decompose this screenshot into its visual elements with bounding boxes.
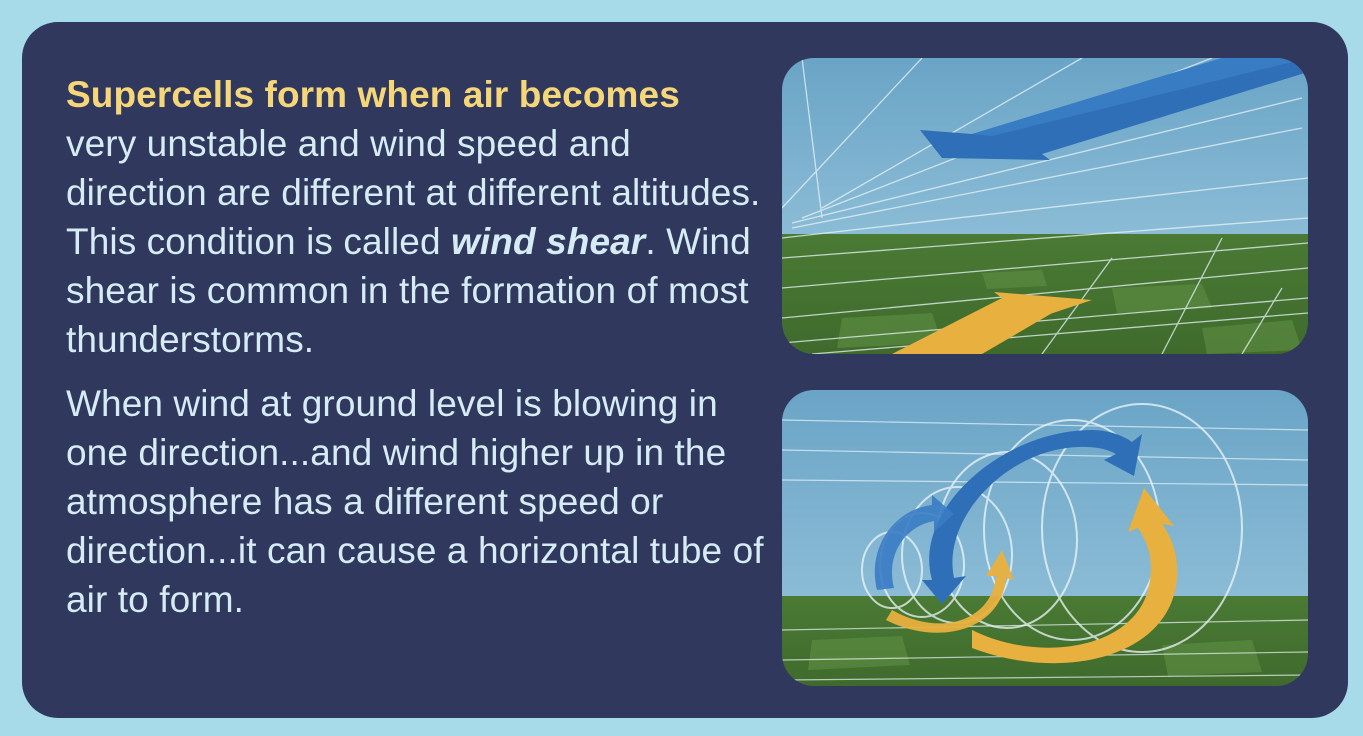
- field-patches: [808, 636, 1262, 676]
- paragraph-wind-shear: Supercells form when air becomes very uns…: [66, 70, 766, 364]
- upper-wind-arrow-icon: [920, 58, 1308, 160]
- field-patches: [837, 270, 1302, 354]
- wind-shear-scene: [782, 58, 1308, 354]
- paragraph-2-text: When wind at ground level is blowing in …: [66, 383, 764, 620]
- ground-wind-arrow-icon: [892, 292, 1092, 354]
- rotating-yellow-arrow-small-icon: [886, 550, 1014, 633]
- lead-sentence: Supercells form when air becomes: [66, 74, 680, 115]
- content-panel: Supercells form when air becomes very uns…: [22, 22, 1348, 718]
- rotating-yellow-arrow-icon: [972, 488, 1178, 664]
- upper-wind-arrow-highlight: [972, 58, 1308, 136]
- text-column: Supercells form when air becomes very uns…: [66, 70, 766, 624]
- paragraph-horizontal-tube: When wind at ground level is blowing in …: [66, 379, 766, 624]
- horizontal-air-tube-illustration: [782, 390, 1308, 686]
- wind-shear-arrows-illustration: [782, 58, 1308, 354]
- wind-streaks: [782, 419, 1308, 681]
- air-tube-scene: [782, 390, 1308, 686]
- paragraph-1-text-continued: . Wind shear is common in the formation …: [66, 221, 751, 360]
- term-wind-shear: wind shear: [451, 221, 646, 262]
- paragraph-1-text: very unstable and wind speed and directi…: [66, 123, 761, 262]
- rotating-blue-arrow-small-icon: [874, 495, 954, 590]
- rotating-blue-arrow-icon: [922, 430, 1142, 604]
